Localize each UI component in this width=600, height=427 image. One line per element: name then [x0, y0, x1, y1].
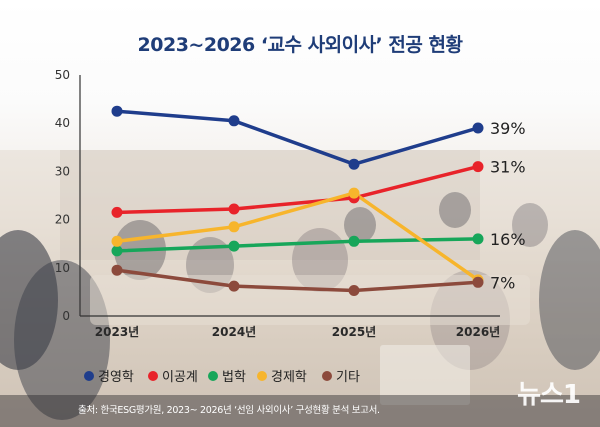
series-line-기타 [115, 268, 480, 293]
data-point [111, 264, 123, 276]
x-tick-label: 2025년 [332, 325, 376, 339]
legend-entry: 경영학 [98, 370, 134, 385]
data-point [228, 240, 240, 252]
data-point [111, 235, 123, 247]
end-value-label: 16% [490, 230, 526, 249]
data-point [111, 245, 123, 257]
legend-entry: 경제학 [271, 370, 307, 385]
y-tick-label: 20 [55, 213, 70, 227]
legend-entry: 법학 [222, 370, 246, 385]
data-point [348, 187, 360, 199]
data-point [348, 158, 360, 170]
legend-marker [322, 371, 332, 381]
legend-marker [148, 371, 158, 381]
legend-marker [208, 371, 218, 381]
series-line-경영학 [115, 109, 480, 166]
series-line-법학 [115, 237, 480, 253]
end-value-label: 31% [490, 158, 526, 177]
data-point [228, 280, 240, 292]
data-point [111, 105, 123, 117]
y-tick-label: 50 [55, 68, 70, 82]
data-point [472, 276, 484, 288]
news1-logo: 뉴스1 [517, 380, 581, 410]
legend-entry: 이공계 [162, 370, 198, 385]
data-point [348, 285, 360, 296]
series-line-경제학 [115, 191, 480, 282]
legend-marker [84, 371, 94, 381]
y-tick-label: 10 [55, 261, 70, 275]
legend-marker [257, 371, 267, 381]
data-point [228, 115, 240, 127]
legend-entry: 기타 [336, 370, 360, 385]
x-tick-label: 2023년 [95, 325, 139, 339]
chart-title: 2023~2026 ‘교수 사외이사’ 전공 현황 [137, 34, 463, 56]
data-point [472, 233, 484, 245]
data-point [228, 203, 240, 215]
y-tick-label: 30 [55, 164, 70, 178]
data-point [348, 235, 360, 247]
y-tick-label: 0 [62, 309, 70, 323]
x-tick-label: 2026년 [456, 325, 500, 339]
end-value-label: 7% [490, 273, 515, 292]
data-point [472, 122, 484, 134]
end-value-label: 39% [490, 119, 526, 138]
source-note: 출처: 한국ESG평가원, 2023~ 2026년 ‘선임 사외이사’ 구성현황… [78, 405, 380, 416]
series-line-이공계 [115, 164, 480, 215]
x-tick-label: 2024년 [212, 325, 256, 339]
y-tick-label: 40 [55, 116, 70, 130]
data-point [111, 206, 123, 218]
data-point [472, 161, 484, 173]
data-point [228, 221, 240, 233]
